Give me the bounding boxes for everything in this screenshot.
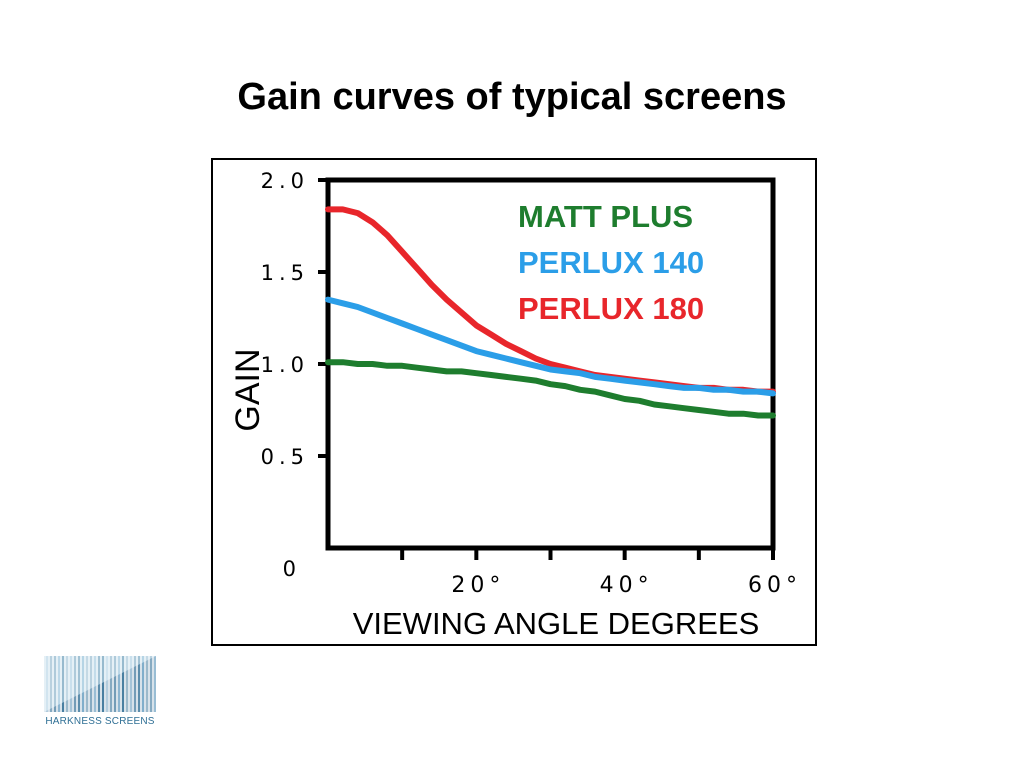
y-axis-label: GAIN — [229, 348, 267, 431]
y-tick-label: 1.5 — [261, 261, 309, 285]
logo-stripe — [106, 656, 108, 712]
legend-item: PERLUX 180 — [518, 291, 704, 326]
logo-stripe — [110, 656, 112, 712]
x-tick-label: 20° — [451, 573, 505, 598]
logo-stripe — [150, 656, 152, 712]
logo-stripe — [114, 656, 116, 712]
logo-stripe — [142, 656, 144, 712]
gain-chart: 0 0.5 1.0 1.5 2.0 20° 40° 60° VIEWING ANGLE DEGR… — [229, 169, 802, 641]
logo-stripe — [126, 656, 128, 712]
slide-title: Gain curves of typical screens — [237, 76, 787, 118]
legend-item: PERLUX 140 — [518, 245, 704, 280]
brand-name: HARKNESS SCREENS — [45, 716, 155, 727]
logo-stripe — [138, 656, 140, 712]
series-line-perlux-140 — [325, 296, 776, 397]
y-tick-label: 2.0 — [261, 169, 309, 193]
harkness-logo-icon — [44, 656, 156, 712]
y-tick-label: 0.5 — [261, 445, 309, 469]
logo-stripe — [146, 656, 148, 712]
logo-stripe — [130, 656, 132, 712]
logo-stripe — [134, 656, 136, 712]
harkness-logo: HARKNESS SCREENS — [44, 656, 156, 734]
x-axis-label: VIEWING ANGLE DEGREES — [353, 606, 760, 641]
chart-frame: 0 0.5 1.0 1.5 2.0 20° 40° 60° VIEWING ANGLE DEGR… — [211, 158, 817, 646]
y-tick-label: 1.0 — [261, 353, 309, 377]
logo-stripe — [122, 656, 124, 712]
x-tick-label: 40° — [600, 573, 654, 598]
x-tick-label: 60° — [748, 573, 802, 598]
logo-stripe — [154, 656, 156, 712]
logo-stripe — [102, 656, 104, 712]
legend-item: MATT PLUS — [518, 199, 693, 234]
series-line-matt-plus — [325, 359, 776, 419]
logo-stripe — [118, 656, 120, 712]
y-tick-label: 0 — [283, 557, 301, 581]
